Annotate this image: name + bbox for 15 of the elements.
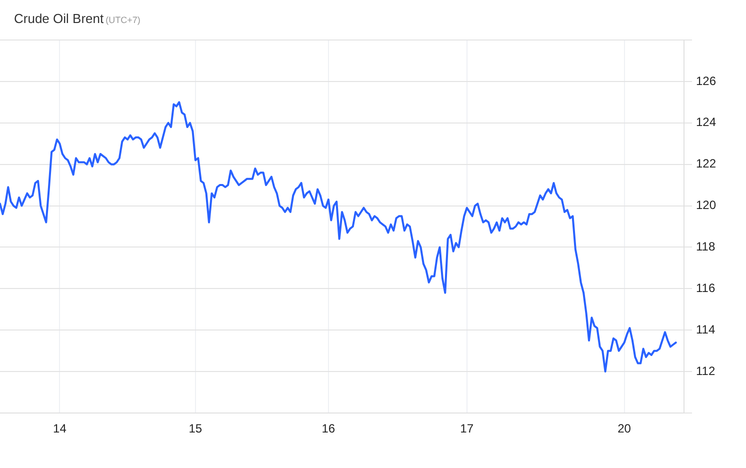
chart-subtitle: (UTC+7) [106,15,140,25]
x-tick-label: 20 [618,422,632,436]
y-tick-label: 122 [696,156,716,171]
y-tick-label: 112 [696,364,716,378]
x-tick-label: 15 [188,422,202,436]
chart-title: Crude Oil Brent [14,11,104,26]
y-tick-label: 126 [696,74,716,88]
x-tick-label: 17 [460,422,474,436]
x-tick-label: 16 [322,422,336,436]
y-tick-label: 116 [696,280,716,295]
y-tick-label: 114 [696,322,716,336]
x-tick-label: 14 [53,422,67,436]
y-tick-label: 124 [696,115,716,130]
y-tick-label: 118 [696,240,716,254]
y-tick-label: 120 [696,198,716,212]
